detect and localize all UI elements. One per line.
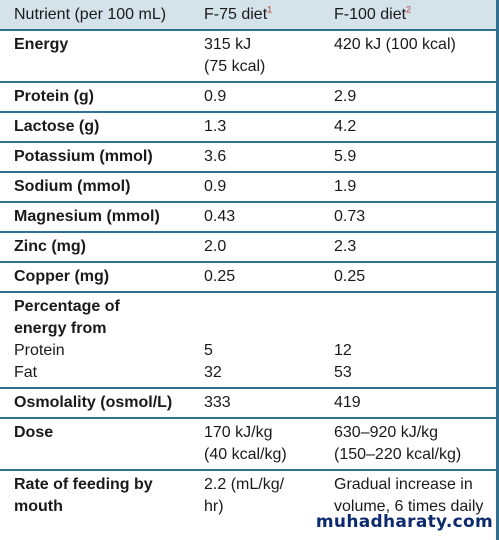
f75-value: 0.9 (190, 172, 320, 203)
table-row-magnesium: Magnesium (mmol) 0.43 0.73 (0, 202, 496, 233)
table-row-protein: Protein (g) 0.9 2.9 (0, 82, 496, 113)
table-row-potassium: Potassium (mmol) 3.6 5.9 (0, 142, 496, 173)
row-label-line2: mouth (14, 498, 63, 515)
table-header-row: Nutrient (per 100 mL) F-75 diet1 F-100 d… (0, 0, 496, 31)
watermark: muhadharaty.com (315, 512, 493, 532)
f100-value: 12 53 (320, 292, 496, 389)
f100-value: 2.3 (320, 232, 496, 263)
row-label: Energy (0, 30, 190, 83)
row-label: Percentage of energy from Protein Fat (0, 292, 190, 389)
row-label: Dose (0, 418, 190, 471)
f100-value: 4.2 (320, 112, 496, 143)
f75-value: 2.0 (190, 232, 320, 263)
f75-value: 170 kJ/kg (40 kcal/kg) (190, 418, 320, 471)
f100-value: 1.9 (320, 172, 496, 203)
f100-value: 5.9 (320, 142, 496, 173)
header-f75-label: F-75 diet (204, 6, 268, 23)
f75-value: 0.9 (190, 82, 320, 113)
table-row-lactose: Lactose (g) 1.3 4.2 (0, 112, 496, 143)
row-label: Potassium (mmol) (0, 142, 190, 173)
f75-protein-value: 5 (204, 342, 213, 359)
f75-value-line2: hr) (204, 498, 224, 515)
table-row-sodium: Sodium (mmol) 0.9 1.9 (0, 172, 496, 203)
f75-fat-value: 32 (204, 364, 222, 381)
f75-value: 5 32 (190, 292, 320, 389)
header-nutrient-label: Nutrient (per 100 mL) (14, 6, 167, 23)
f75-value-line2: (75 kcal) (204, 58, 266, 75)
row-label: Zinc (mg) (0, 232, 190, 263)
f100-value-line2: (150–220 kcal/kg) (334, 446, 462, 463)
f100-fat-value: 53 (334, 364, 352, 381)
f75-value-line1: 315 kJ (204, 36, 252, 53)
footnote-marker: 1 (267, 4, 273, 15)
table-row-energy-from: Percentage of energy from Protein Fat 5 … (0, 292, 496, 389)
table-row-copper: Copper (mg) 0.25 0.25 (0, 262, 496, 293)
row-label: Protein (g) (0, 82, 190, 113)
row-label: Copper (mg) (0, 262, 190, 293)
f75-value: 0.25 (190, 262, 320, 293)
row-label-line1: Rate of feeding by (14, 476, 153, 493)
f75-value: 2.2 (mL/kg/hr) (190, 470, 320, 521)
row-label-line1: Percentage of (14, 298, 120, 315)
row-label: Lactose (g) (0, 112, 190, 143)
f75-value-line1: 170 kJ/kg (204, 424, 273, 441)
table-row-zinc: Zinc (mg) 2.0 2.3 (0, 232, 496, 263)
row-label: Osmolality (osmol/L) (0, 388, 190, 419)
table-row-dose: Dose 170 kJ/kg (40 kcal/kg) 630–920 kJ/kg… (0, 418, 496, 471)
row-label: Sodium (mmol) (0, 172, 190, 203)
f100-value: 419 (320, 388, 496, 419)
f100-value: 0.73 (320, 202, 496, 233)
f100-value-line1: Gradual increase in (334, 476, 473, 493)
f75-value: 1.3 (190, 112, 320, 143)
footnote-marker: 2 (406, 4, 412, 15)
header-nutrient: Nutrient (per 100 mL) (0, 0, 190, 31)
row-label-line2: energy from (14, 320, 107, 337)
table-row-rate: Rate of feeding by mouth 2.2 (mL/kg/hr) G… (0, 470, 496, 521)
f100-value: 2.9 (320, 82, 496, 113)
nutrient-table: Nutrient (per 100 mL) F-75 diet1 F-100 d… (0, 0, 496, 521)
f100-value-line1: 630–920 kJ/kg (334, 424, 439, 441)
sub-label-fat: Fat (14, 364, 38, 381)
f75-value: 315 kJ (75 kcal) (190, 30, 320, 83)
f100-protein-value: 12 (334, 342, 352, 359)
f100-value-line2: volume, 6 times daily (334, 498, 484, 515)
f100-value: 0.25 (320, 262, 496, 293)
f100-value: 420 kJ (100 kcal) (320, 30, 496, 83)
f100-value: 630–920 kJ/kg (150–220 kcal/kg) (320, 418, 496, 471)
f100-value: Gradual increase in volume, 6 times daily (320, 470, 496, 521)
f75-value: 3.6 (190, 142, 320, 173)
f75-value-line2: (40 kcal/kg) (204, 446, 287, 463)
table-row-osmolality: Osmolality (osmol/L) 333 419 (0, 388, 496, 419)
f75-value: 0.43 (190, 202, 320, 233)
row-label: Rate of feeding by mouth (0, 470, 190, 521)
header-f100: F-100 diet2 (320, 0, 496, 31)
header-f100-label: F-100 diet (334, 6, 407, 23)
table-row-energy: Energy 315 kJ (75 kcal) 420 kJ (100 kcal) (0, 30, 496, 83)
header-f75: F-75 diet1 (190, 0, 320, 31)
sub-label-protein: Protein (14, 342, 65, 359)
f75-value-line1: 2.2 (mL/kg/ (204, 476, 285, 493)
row-label: Magnesium (mmol) (0, 202, 190, 233)
f75-value: 333 (190, 388, 320, 419)
